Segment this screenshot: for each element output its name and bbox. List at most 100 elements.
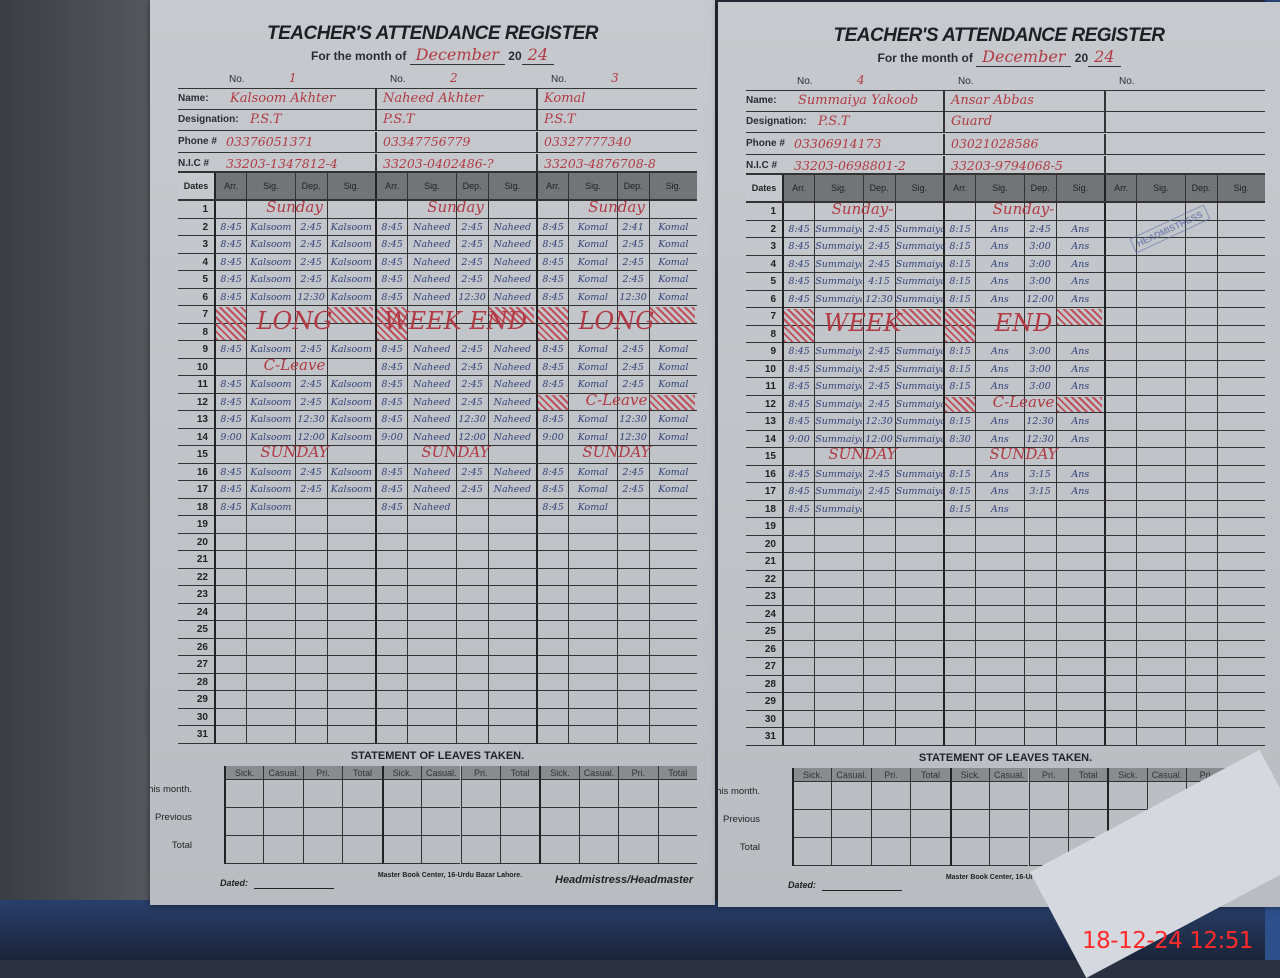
cell-arr: 8:15 [943, 343, 975, 360]
cell-sig [814, 203, 862, 220]
cell-sig: Naheed [407, 253, 455, 271]
cell-sig [1216, 325, 1265, 343]
cell-dep [1184, 483, 1217, 500]
cell-arr [1104, 203, 1136, 220]
table-row: 25 [178, 621, 697, 639]
table-row: 17 8:45 Summaiya 2:45 Summaiya 8:15 Ans 3:15 Ans [746, 483, 1265, 501]
cell-sig: Kalsoom [326, 481, 375, 498]
date-number: 21 [764, 556, 776, 567]
cell-sig [975, 203, 1023, 220]
teacher-designation: P.S.T [383, 112, 415, 127]
cell-sig [1216, 290, 1265, 308]
cell-sig [1216, 518, 1265, 535]
leaves-col-header: Pri. [870, 767, 911, 782]
group-divider [1104, 91, 1106, 112]
cell-dep [455, 533, 488, 551]
cell-arr [536, 708, 568, 726]
teacher-number: 1 [289, 71, 297, 85]
cell-arr [782, 675, 814, 693]
table-row: 25 [746, 623, 1265, 641]
cell-sig: Naheed [487, 218, 536, 236]
entry-note: SUNDAY [582, 443, 651, 461]
date-number: 18 [764, 503, 776, 515]
table-row: 15 [178, 446, 697, 464]
cell-dep [862, 203, 895, 220]
cell-arr [943, 658, 975, 675]
cell-sig [975, 553, 1023, 570]
cell-sig [814, 588, 862, 605]
cell-arr: 8:15 [943, 360, 975, 378]
cell-sig: Komal [568, 463, 616, 481]
cell-sig [894, 500, 943, 518]
cell-arr [375, 673, 407, 691]
cell-dep [294, 673, 327, 691]
background-desk [0, 0, 150, 960]
table-row: 6 8:45 Summaiya 12:30 Summaiya 8:15 Ans 12:00 An… [746, 290, 1265, 308]
cell-dep: 12:30 [294, 411, 327, 428]
cell-sig: Komal [568, 271, 616, 288]
cell-arr [943, 640, 975, 658]
entry-note: Sunday- [831, 200, 894, 218]
cell-dep: 2:45 [455, 341, 488, 358]
date-number: 23 [764, 591, 776, 602]
cell-dep: 3:15 [1023, 465, 1056, 483]
leaves-cell [381, 779, 422, 808]
cell-arr: 8:45 [536, 463, 568, 481]
teacher-nic: 33203-0698801-2 [794, 158, 906, 173]
cell-sig: Naheed [407, 481, 455, 498]
date-number: 12 [196, 396, 208, 408]
cell-dep [294, 708, 327, 726]
header-arr: Arr. [1104, 175, 1136, 201]
cell-sig [975, 640, 1023, 658]
cell-sig [1216, 535, 1265, 553]
cell-sig [648, 201, 697, 218]
cell-dep [1023, 553, 1056, 570]
cell-sig [246, 708, 294, 726]
entry-note: SUNDAY [421, 443, 490, 461]
cell-dep [616, 446, 649, 463]
cell-sig [568, 201, 616, 218]
cell-sig [648, 708, 697, 726]
cell-sig [1216, 675, 1265, 693]
cell-sig: Komal [568, 218, 616, 236]
cell-sig [975, 325, 1023, 343]
cell-sig [814, 518, 862, 535]
group-divider [943, 156, 945, 177]
cell-arr [1104, 325, 1136, 343]
table-row: 9 8:45 Kalsoom 2:45 Kalsoom 8:45 Naheed 2:45 Nah… [178, 341, 697, 359]
cell-arr [1104, 395, 1136, 413]
cell-sig: Kalsoom [246, 498, 294, 516]
leaves-cell [460, 779, 500, 808]
date-number: 25 [764, 626, 776, 637]
register-title: TEACHER'S ATTENDANCE REGISTER [267, 23, 598, 44]
cell-sig [568, 656, 616, 673]
cell-sig [487, 638, 536, 656]
cell-sig [814, 728, 862, 745]
date-number: 4 [770, 258, 776, 270]
cell-sig: Naheed [487, 253, 536, 271]
cell-arr: 8:15 [943, 500, 975, 518]
cell-dep [1023, 518, 1056, 535]
cell-arr: 8:45 [375, 376, 407, 393]
header-sig: Sig. [246, 173, 294, 199]
cell-dep: 3:00 [1023, 360, 1056, 378]
cell-dep [862, 588, 895, 605]
cell-arr [536, 446, 568, 463]
cell-sig: Ans [975, 500, 1023, 518]
cell-sig [407, 621, 455, 638]
cell-dep [1184, 465, 1217, 483]
cell-arr [782, 203, 814, 220]
phone-label: Phone # [178, 136, 217, 147]
cell-sig: Ans [975, 290, 1023, 308]
cell-arr [1104, 710, 1136, 728]
leaves-cell [657, 779, 697, 808]
cell-sig: Ans [975, 220, 1023, 238]
cell-sig: Kalsoom [246, 393, 294, 411]
cell-dep [1184, 623, 1217, 640]
cell-sig: Kalsoom [326, 463, 375, 481]
cell-dep: 2:45 [616, 376, 649, 393]
cell-sig [1136, 658, 1184, 675]
no-label: No. [1119, 76, 1135, 87]
cell-arr: 8:45 [782, 413, 814, 430]
date-number: 30 [196, 711, 208, 723]
